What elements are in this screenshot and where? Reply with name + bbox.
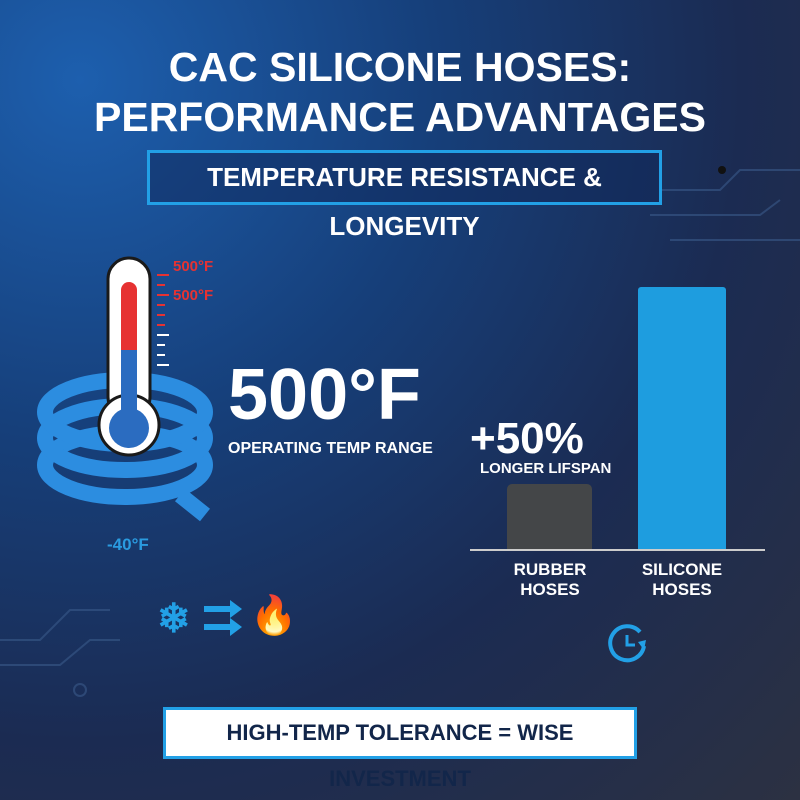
label-line: RUBBER — [513, 560, 587, 579]
flame-icon: 🔥 — [250, 595, 298, 637]
hose-thermometer-illustration — [37, 256, 213, 522]
clock-refresh-icon — [608, 624, 646, 663]
bar-rubber — [507, 484, 592, 550]
footer-banner: HIGH-TEMP TOLERANCE = WISE INVESTMENT — [163, 707, 637, 791]
thermo-label-mid: 500°F — [173, 287, 214, 304]
label-line: HOSES — [652, 580, 712, 599]
title-line-1: CAC SILICONE HOSES: — [168, 44, 632, 90]
category-label-silicone: SILICONE HOSES — [622, 560, 742, 600]
snowflake-icon: ❄ — [157, 597, 191, 641]
label-line: SILICONE — [641, 560, 723, 579]
thermometer-icon — [97, 256, 161, 457]
category-label-rubber: RUBBER HOSES — [490, 560, 610, 600]
lifespan-caption: LONGER LIFSPAN — [480, 460, 612, 477]
temp-value: 500°F — [228, 355, 421, 435]
temp-caption: OPERATING TEMP RANGE — [228, 440, 433, 457]
arrows-icon — [204, 600, 242, 636]
subtitle-box: TEMPERATURE RESISTANCE & LONGEVITY — [147, 150, 662, 241]
thermo-label-low: -40°F — [107, 535, 149, 554]
label-line: HOSES — [520, 580, 580, 599]
chart-baseline — [470, 549, 765, 551]
title-line-2: PERFORMANCE ADVANTAGES — [94, 94, 706, 140]
bar-silicone — [638, 287, 726, 550]
lifespan-value: +50% — [470, 414, 584, 463]
thermo-label-top: 500°F — [173, 258, 214, 275]
lifespan-bar-chart — [470, 280, 765, 550]
